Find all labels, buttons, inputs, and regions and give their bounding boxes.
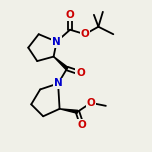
Text: O: O (86, 98, 95, 108)
Text: O: O (76, 68, 85, 78)
Polygon shape (60, 109, 78, 113)
Text: O: O (78, 120, 86, 130)
Text: O: O (66, 10, 74, 20)
Polygon shape (54, 57, 68, 70)
Text: N: N (52, 37, 61, 47)
Text: N: N (54, 78, 62, 88)
Text: O: O (81, 29, 89, 39)
